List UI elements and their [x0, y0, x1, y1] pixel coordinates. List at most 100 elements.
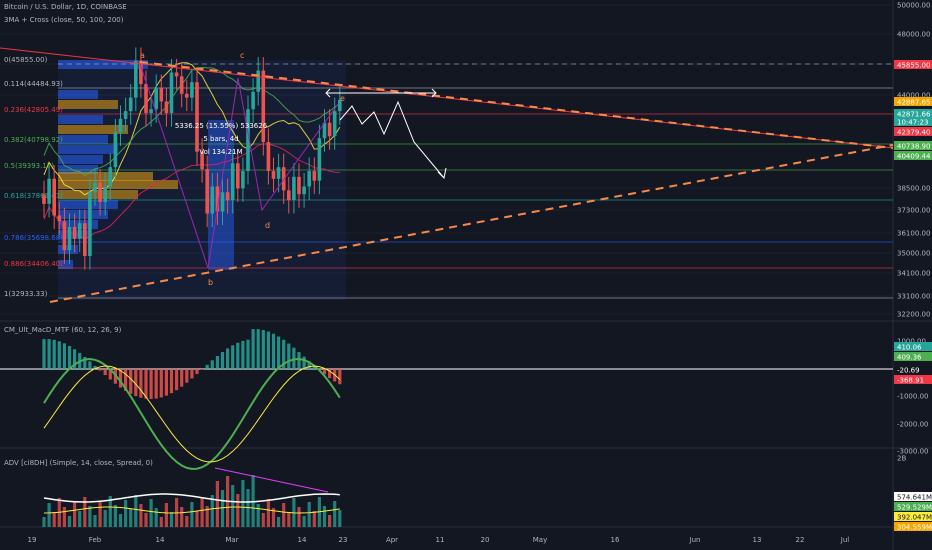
adv-bar: [88, 506, 92, 527]
price-tick-label: 50000.00: [897, 2, 930, 10]
macd-histogram-bar: [180, 369, 184, 387]
candle-body: [246, 109, 250, 172]
candle-body: [312, 171, 317, 181]
price-tag-bg: [894, 127, 932, 136]
adv-bar: [42, 517, 46, 527]
candle-body: [169, 72, 174, 114]
macd-histogram-bar: [103, 369, 107, 376]
adv-bar: [73, 502, 77, 527]
price-tag: 42871.66: [897, 111, 931, 119]
wave-label: d: [265, 221, 270, 230]
price-tag-bg: [894, 117, 932, 126]
fib-label: 0.236(42805.49): [4, 106, 63, 114]
macd-histogram-bar: [312, 365, 316, 369]
adv-bar: [154, 508, 158, 527]
adv-tag: 529.529M: [897, 504, 932, 512]
price-tick-label: 33100.00: [897, 293, 930, 301]
time-tick-label: Jun: [689, 536, 701, 544]
macd-histogram-bar: [241, 340, 245, 369]
macd-histogram-bar: [47, 339, 51, 369]
macd-histogram-bar: [124, 369, 128, 391]
adv-bar: [129, 509, 133, 527]
adv-bar: [62, 507, 66, 527]
candle-body: [292, 176, 296, 201]
time-tick-label: Apr: [386, 536, 398, 544]
macd-pane: [0, 329, 893, 470]
macd-histogram-bar: [154, 369, 158, 399]
price-axis[interactable]: 50000.0048000.0046000.0044000.0038500.00…: [894, 2, 932, 532]
lower-triangle-line: [49, 144, 894, 303]
adv-bar: [282, 503, 286, 527]
fib-label: 0.618(37861.41): [4, 192, 63, 200]
macd-histogram-bar: [129, 369, 133, 394]
candle-body: [47, 178, 51, 204]
macd-histogram-bar: [297, 352, 301, 369]
projection-arrowhead: [437, 167, 447, 180]
macd-histogram-bar: [338, 369, 342, 385]
price-tick-label: 48000.00: [897, 31, 930, 39]
macd-histogram-bar: [231, 345, 235, 369]
macd-histogram-bar: [282, 339, 286, 369]
macd-histogram-bar: [266, 331, 270, 369]
time-tick-label: 20: [481, 536, 490, 544]
adv-bar: [231, 485, 235, 527]
adv-bar: [118, 514, 123, 527]
adv-bar: [241, 480, 245, 527]
macd-tag: -20.69: [897, 367, 920, 375]
fib-label: 0.382(40798.92): [4, 136, 63, 144]
macd-histogram-bar: [256, 329, 260, 369]
volume-profile-bar: [58, 135, 108, 144]
volume-profile-bar: [58, 200, 118, 209]
time-axis[interactable]: 19 Feb 14 Mar 14 23 Apr 11 20 May 16 Jun 13 22 Jul: [28, 536, 850, 544]
time-tick-label: 13: [753, 536, 762, 544]
candle-body: [139, 60, 143, 85]
volume-profile-bar: [58, 145, 118, 154]
wave-label: a: [140, 51, 145, 60]
candle-body: [52, 178, 56, 216]
candle-body: [302, 186, 306, 195]
price-tick-label: 36100.00: [897, 230, 930, 238]
candle-body: [271, 171, 276, 179]
candle-body: [93, 182, 97, 193]
macd-pane-title: CM_Ult_MacD_MTF (60, 12, 26, 9): [4, 326, 122, 334]
macd-tag: 410.06: [897, 344, 922, 352]
candles: [42, 47, 342, 270]
price-tag-bg: [894, 151, 932, 160]
adv-bar: [190, 502, 194, 527]
adv-tag-bg: [894, 502, 932, 511]
candle-body: [108, 167, 113, 187]
candle-body: [72, 227, 77, 239]
candle-body: [338, 99, 342, 112]
adv-bar: [200, 497, 204, 527]
volume-profile-bar: [58, 190, 138, 199]
price-tag-bg: [894, 141, 932, 150]
candle-body: [123, 111, 128, 119]
macd-histogram-bar: [190, 369, 194, 379]
adv-bar: [210, 495, 214, 527]
macd-histogram-bar: [108, 369, 112, 380]
candle-body: [195, 82, 199, 152]
time-tick-label: 19: [28, 536, 37, 544]
adv-bar: [277, 517, 281, 527]
macd-tick-label: 1000.00: [897, 338, 926, 346]
price-tag-bg: [894, 60, 932, 69]
wave-label: e: [340, 94, 345, 103]
candle-body: [307, 171, 311, 187]
macd-tick-label: -1000.00: [897, 393, 928, 401]
adv-bar: [78, 511, 82, 527]
time-tick-label: Mar: [225, 536, 238, 544]
macd-tag: 409.36: [897, 354, 922, 362]
adv-bar: [312, 511, 316, 527]
adv-bar: [287, 512, 291, 527]
macd-histogram-bar: [134, 369, 138, 397]
measure-label: 5 bars, 4d: [203, 135, 238, 143]
time-tick-label: 14: [298, 536, 307, 544]
macd-histogram-bar: [287, 343, 291, 369]
adv-bar: [195, 511, 199, 527]
price-tag-bg: [894, 97, 932, 106]
price-tag: 10:47:23: [897, 119, 928, 127]
macd-histogram-bar: [42, 339, 46, 369]
time-tick-label: Feb: [89, 536, 102, 544]
measure-label: Vol 134.21M: [199, 148, 242, 156]
